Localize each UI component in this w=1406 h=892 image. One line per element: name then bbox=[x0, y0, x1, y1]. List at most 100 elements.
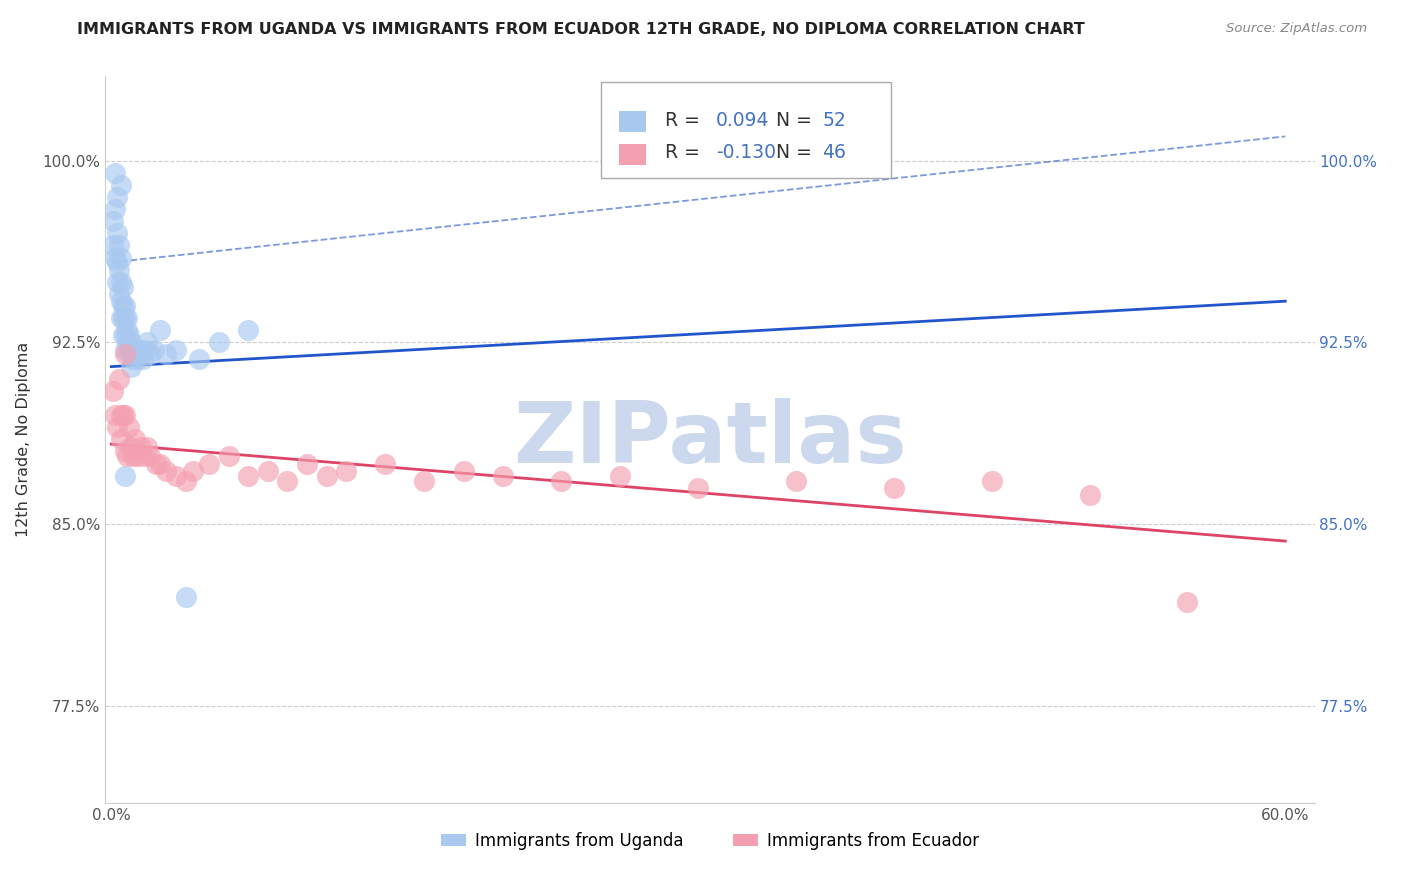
Point bbox=[104, 251, 127, 265]
FancyBboxPatch shape bbox=[602, 82, 891, 178]
Point bbox=[149, 457, 172, 471]
Point bbox=[112, 328, 135, 343]
Point bbox=[295, 457, 318, 471]
Point bbox=[374, 457, 396, 471]
Point bbox=[121, 352, 143, 367]
Point bbox=[118, 420, 141, 434]
Point bbox=[120, 359, 142, 374]
Point bbox=[491, 468, 513, 483]
Point bbox=[104, 408, 127, 422]
Point bbox=[108, 262, 131, 277]
Point bbox=[114, 408, 136, 422]
Text: 52: 52 bbox=[823, 111, 846, 129]
Point bbox=[198, 457, 221, 471]
Point bbox=[118, 328, 141, 343]
Point bbox=[110, 432, 132, 446]
Point bbox=[110, 311, 132, 326]
Point bbox=[688, 481, 710, 495]
Point bbox=[112, 408, 135, 422]
Point bbox=[114, 328, 136, 343]
Point bbox=[174, 474, 197, 488]
Point bbox=[103, 214, 125, 228]
Point bbox=[118, 343, 141, 357]
Point bbox=[112, 279, 135, 293]
Point bbox=[238, 323, 260, 337]
Point bbox=[1177, 595, 1199, 609]
Point bbox=[1078, 488, 1101, 502]
Point bbox=[238, 468, 260, 483]
Point bbox=[108, 238, 131, 252]
Point bbox=[103, 384, 125, 398]
Point bbox=[114, 468, 136, 483]
Point bbox=[785, 474, 807, 488]
Point bbox=[218, 450, 240, 464]
Point bbox=[110, 294, 132, 309]
FancyBboxPatch shape bbox=[620, 145, 645, 164]
Point bbox=[257, 464, 280, 478]
Point bbox=[980, 474, 1002, 488]
Text: N =: N = bbox=[765, 111, 818, 129]
Point bbox=[149, 323, 172, 337]
Point bbox=[165, 468, 187, 483]
Point bbox=[110, 275, 132, 289]
Point bbox=[335, 464, 357, 478]
Point bbox=[183, 464, 205, 478]
Point bbox=[124, 347, 146, 361]
Point bbox=[135, 335, 157, 350]
Point bbox=[114, 311, 136, 326]
Point bbox=[609, 468, 631, 483]
Point bbox=[120, 440, 142, 454]
Point bbox=[131, 450, 153, 464]
Legend: Immigrants from Uganda, Immigrants from Ecuador: Immigrants from Uganda, Immigrants from … bbox=[434, 825, 986, 856]
Text: Source: ZipAtlas.com: Source: ZipAtlas.com bbox=[1226, 22, 1367, 36]
Point bbox=[105, 190, 128, 204]
Point bbox=[121, 343, 143, 357]
Point bbox=[174, 590, 197, 604]
Text: 0.094: 0.094 bbox=[716, 111, 769, 129]
Point bbox=[110, 251, 132, 265]
Text: -0.130: -0.130 bbox=[716, 144, 776, 162]
Point bbox=[208, 335, 231, 350]
Point bbox=[125, 450, 148, 464]
Point bbox=[114, 343, 136, 357]
Point bbox=[135, 440, 157, 454]
Text: R =: R = bbox=[665, 144, 706, 162]
Point bbox=[125, 352, 148, 367]
Point bbox=[413, 474, 436, 488]
Text: R =: R = bbox=[665, 111, 706, 129]
Point bbox=[115, 311, 138, 326]
Point bbox=[114, 299, 136, 313]
Point bbox=[131, 352, 153, 367]
Point bbox=[129, 440, 152, 454]
Point bbox=[134, 343, 156, 357]
Point bbox=[110, 178, 132, 192]
Point bbox=[110, 408, 132, 422]
Point bbox=[105, 255, 128, 269]
Point bbox=[120, 347, 142, 361]
Point bbox=[165, 343, 187, 357]
Text: 46: 46 bbox=[823, 144, 846, 162]
Point bbox=[103, 238, 125, 252]
Point bbox=[453, 464, 475, 478]
Point bbox=[115, 450, 138, 464]
Point bbox=[104, 166, 127, 180]
Point bbox=[129, 347, 152, 361]
Point bbox=[108, 372, 131, 386]
FancyBboxPatch shape bbox=[620, 112, 645, 132]
Point bbox=[124, 432, 146, 446]
Point bbox=[315, 468, 337, 483]
Point bbox=[139, 450, 162, 464]
Point bbox=[145, 457, 167, 471]
Point bbox=[115, 323, 138, 337]
Text: ZIPatlas: ZIPatlas bbox=[513, 398, 907, 481]
Point bbox=[108, 286, 131, 301]
Point bbox=[139, 347, 162, 361]
Point bbox=[121, 450, 143, 464]
Point bbox=[112, 311, 135, 326]
Point bbox=[104, 202, 127, 216]
Point bbox=[105, 420, 128, 434]
Point bbox=[143, 343, 166, 357]
Point bbox=[112, 299, 135, 313]
Point bbox=[155, 347, 177, 361]
Text: N =: N = bbox=[765, 144, 818, 162]
